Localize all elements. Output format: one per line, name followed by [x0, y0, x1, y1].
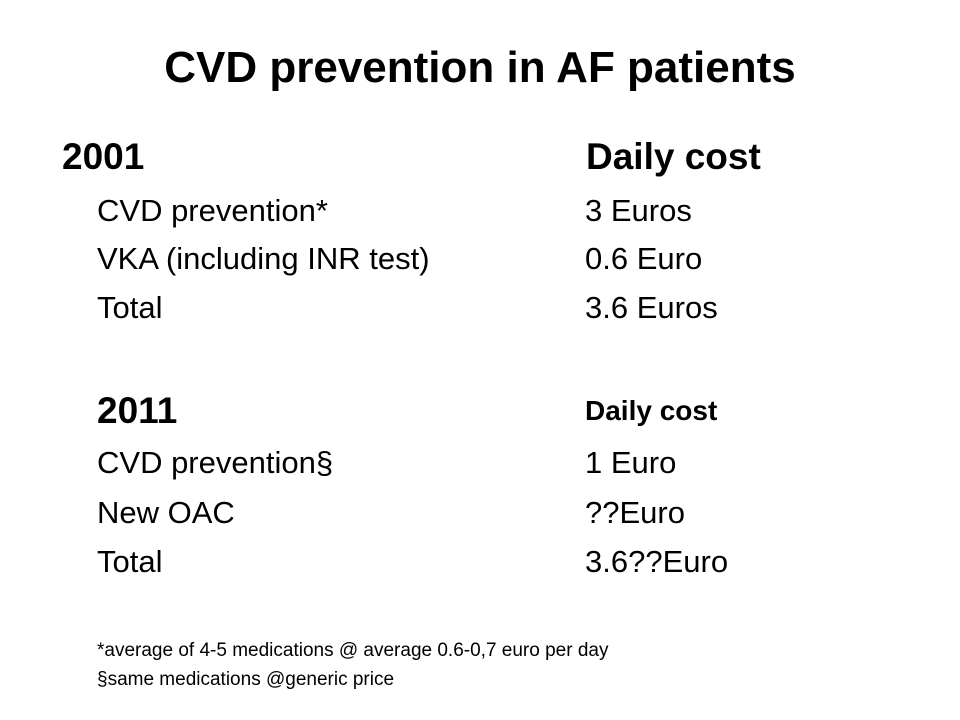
row-label-cvd-prevention-2001: CVD prevention* [97, 193, 328, 228]
row-value-cvd-prevention-2011: 1 Euro [585, 445, 677, 480]
footnote-average-medications: *average of 4-5 medications @ average 0.… [97, 640, 609, 661]
table-row: Total 3.6??Euro [0, 540, 960, 590]
row-label-vka: VKA (including INR test) [97, 241, 430, 276]
row-value-total-2011: 3.6??Euro [585, 544, 729, 579]
row-value-vka: 0.6 Euro [585, 241, 703, 276]
section-2011-header: 2011 Daily cost [0, 386, 960, 436]
table-row: CVD prevention* 3 Euros [0, 189, 960, 239]
table-row: New OAC ??Euro [0, 491, 960, 541]
year-2001-heading: 2001 [62, 136, 145, 177]
row-label-cvd-prevention-2011: CVD prevention§ [97, 445, 334, 480]
table-row: CVD prevention§ 1 Euro [0, 441, 960, 491]
table-row: Total 3.6 Euros [0, 286, 960, 336]
year-2011-heading: 2011 [97, 390, 178, 431]
daily-cost-heading-2001: Daily cost [586, 136, 761, 177]
table-row: VKA (including INR test) 0.6 Euro [0, 237, 960, 287]
row-value-new-oac: ??Euro [585, 495, 685, 530]
row-value-cvd-prevention-2001: 3 Euros [585, 193, 692, 228]
row-value-total-2001: 3.6 Euros [585, 290, 718, 325]
row-label-total-2001: Total [97, 290, 163, 325]
section-2001-header: 2001 Daily cost [0, 132, 960, 182]
row-label-total-2011: Total [97, 544, 163, 579]
row-label-new-oac: New OAC [97, 495, 235, 530]
daily-cost-heading-2011: Daily cost [585, 395, 718, 426]
footnote-generic-price: §same medications @generic price [97, 669, 395, 690]
slide-title: CVD prevention in AF patients [164, 43, 796, 92]
